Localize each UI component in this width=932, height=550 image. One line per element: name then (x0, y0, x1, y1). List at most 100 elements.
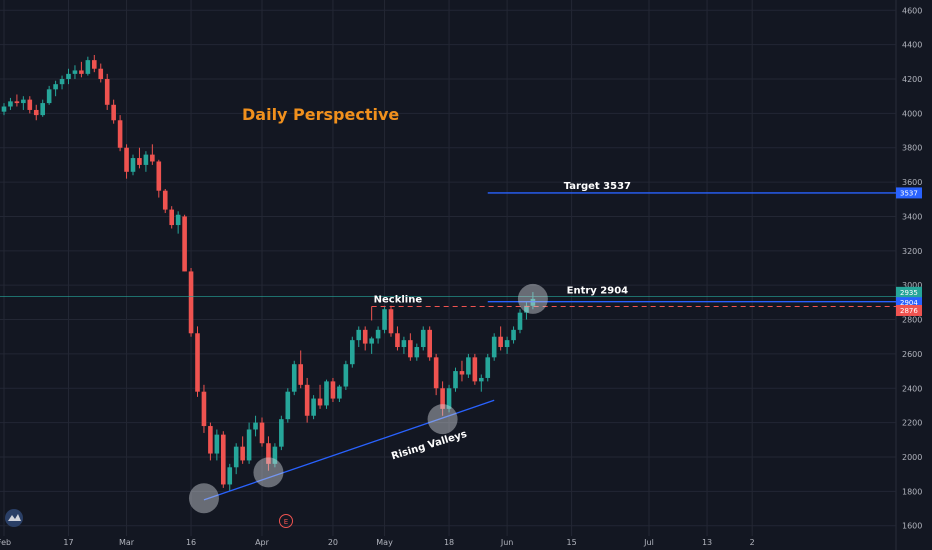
candle-body (53, 84, 58, 90)
candle-body (266, 443, 271, 464)
y-tick-label: 3200 (902, 247, 922, 256)
entry-label: Entry 2904 (567, 286, 629, 297)
candle-body (124, 147, 129, 172)
candle-body (311, 398, 316, 416)
candle-body (427, 329, 432, 358)
y-tick-label: 3000 (902, 281, 922, 290)
valley-marker-2[interactable] (253, 457, 284, 488)
candle-body (46, 89, 52, 104)
candle-body (517, 312, 523, 330)
candle-body (137, 158, 142, 165)
x-tick-label: Feb (0, 538, 11, 547)
y-tick-label: 4400 (902, 41, 922, 50)
y-tick-label: 4200 (902, 75, 922, 84)
candle-body (491, 336, 497, 358)
y-tick-label: 2200 (902, 419, 922, 428)
candle-body (511, 329, 516, 341)
grid-lines (0, 0, 897, 550)
candle-body (156, 161, 162, 191)
x-tick-label: 17 (63, 538, 73, 547)
candle-body (92, 60, 97, 69)
entry-marker[interactable] (517, 283, 548, 314)
candle-body (143, 154, 149, 165)
candle-body (401, 340, 407, 348)
candle-body (498, 336, 503, 348)
y-tick-label: 3600 (902, 178, 922, 187)
candle-body (104, 79, 110, 105)
candle-body (279, 419, 284, 447)
candle-body (66, 73, 71, 80)
candle-body (420, 329, 426, 348)
candle-body (240, 446, 245, 461)
candle-body (382, 309, 387, 330)
candle-body (304, 384, 310, 416)
rising-valleys-line[interactable] (203, 399, 495, 501)
candle-body (479, 377, 484, 382)
candle-body (337, 386, 342, 399)
candle-body (27, 99, 33, 110)
tradingview-logo-icon[interactable] (5, 509, 23, 527)
candle-body (324, 381, 329, 406)
price-tag-label: 2904 (900, 299, 918, 307)
x-tick-label: May (376, 538, 393, 547)
candle-body (298, 364, 303, 385)
candle-body (459, 371, 465, 375)
candle-body (285, 391, 291, 420)
candle-body (182, 216, 187, 272)
x-tick-label: Jul (643, 538, 654, 547)
candle-body (453, 371, 458, 389)
candle-body (330, 381, 336, 399)
y-tick-label: 2400 (902, 384, 922, 393)
candle-body (201, 391, 207, 427)
x-tick-label: 2 (750, 538, 755, 547)
valley-marker-3[interactable] (427, 404, 458, 435)
x-tick-label: Apr (255, 538, 270, 547)
candle-body (369, 338, 374, 344)
candle-body (246, 429, 252, 461)
candle-body (21, 99, 26, 104)
x-tick-label: 15 (567, 538, 577, 547)
candle-body (8, 101, 13, 107)
candle-body (504, 340, 510, 348)
y-tick-label: 3800 (902, 144, 922, 153)
candle-body (221, 434, 226, 485)
candles-layer (1, 54, 536, 492)
candle-body (150, 154, 155, 162)
candle-body (272, 446, 278, 464)
candle-body (433, 357, 439, 389)
earnings-marker-icon[interactable] (279, 514, 293, 528)
x-tick-label: 13 (702, 538, 712, 547)
candle-body (130, 158, 136, 172)
candle-body (59, 79, 65, 85)
candle-body (33, 109, 39, 116)
candle-body (40, 103, 45, 116)
y-tick-label: 3400 (902, 212, 922, 221)
candle-body (1, 106, 7, 112)
candle-body (530, 298, 536, 306)
candle-body (253, 422, 258, 430)
price-tag-label: 2935 (900, 289, 918, 297)
candle-body (388, 309, 394, 334)
candle-body (395, 333, 400, 348)
y-tick-label: 1600 (902, 522, 922, 531)
candle-body (472, 357, 478, 382)
chart-title: Daily Perspective (242, 105, 399, 124)
candle-body (233, 446, 239, 468)
candle-body (362, 329, 368, 344)
candle-body (317, 398, 323, 406)
neckline-label: Neckline (374, 294, 423, 305)
y-tick-label: 2600 (902, 350, 922, 359)
x-tick-label: Mar (119, 538, 135, 547)
candle-body (98, 68, 104, 80)
valley-marker-1[interactable] (188, 483, 219, 514)
candle-body (169, 209, 174, 226)
candle-body (208, 426, 213, 454)
y-tick-label: 1800 (902, 487, 922, 496)
candle-body (72, 70, 78, 74)
y-axis: 1600 1800 2000 2200 2400 2600 2800 3000 3200 3400… (902, 6, 922, 530)
candle-body (188, 271, 194, 334)
candle-body (466, 357, 471, 375)
